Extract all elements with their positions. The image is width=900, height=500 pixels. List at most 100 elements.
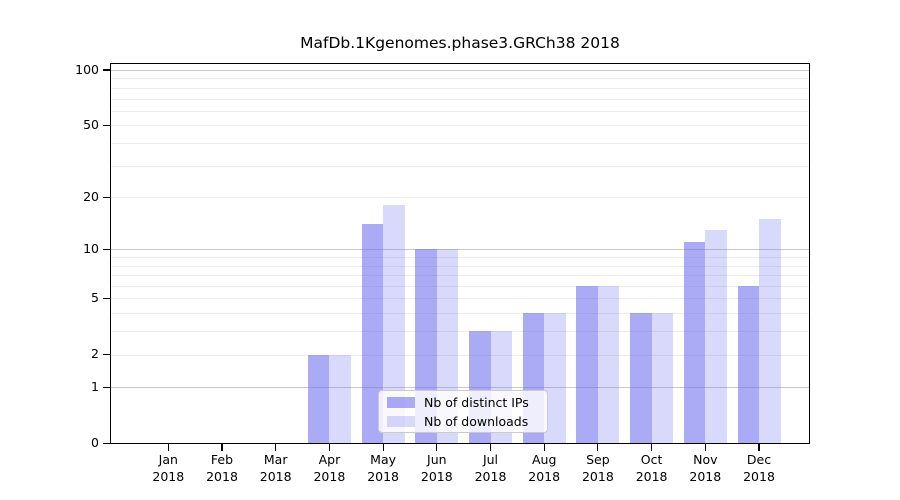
x-tick-label-year: 2018 [474, 468, 507, 484]
x-tick-mark [221, 443, 223, 451]
x-tick-label: Oct 2018 [622, 452, 682, 485]
legend-label-distinct-ips: Nb of distinct IPs [424, 394, 529, 410]
x-tick-label-year: 2018 [743, 468, 775, 484]
x-tick-label: Nov 2018 [675, 452, 735, 485]
bar-oct-downloads [651, 313, 674, 444]
legend-swatch-downloads [387, 415, 415, 427]
x-tick-label-month: May [370, 452, 397, 467]
x-tick-label: Jun 2018 [407, 452, 467, 485]
chart-title: MafDb.1Kgenomes.phase3.GRCh38 2018 [300, 34, 620, 52]
gridline-minor [110, 98, 810, 100]
bar-apr-downloads [329, 354, 351, 444]
x-tick-label-month: Feb [210, 452, 234, 467]
gridline-minor [110, 257, 810, 259]
x-tick-label-year: 2018 [689, 468, 722, 484]
y-tick-mark [103, 248, 110, 251]
x-tick-mark [167, 443, 169, 451]
gridline-minor [110, 298, 810, 300]
bar-dec-distinct-ips [737, 286, 759, 444]
y-tick-label: 100 [75, 61, 99, 77]
x-tick-label: Dec 2018 [729, 452, 789, 485]
x-tick-label-year: 2018 [259, 468, 292, 484]
y-tick-mark [103, 386, 110, 388]
x-tick-mark [651, 443, 653, 451]
x-tick-label-month: Jan [158, 452, 178, 467]
x-tick-label-month: Aug [531, 452, 557, 467]
x-tick-label: Jan 2018 [138, 452, 198, 485]
y-tick-mark [103, 196, 110, 198]
y-tick-label: 1 [91, 378, 99, 394]
legend: Nb of distinct IPs Nb of downloads [378, 390, 548, 433]
x-tick-mark [436, 443, 438, 451]
x-tick-label-year: 2018 [528, 468, 561, 484]
y-tick-mark [103, 353, 110, 356]
gridline-minor [110, 87, 810, 89]
bar-sep-distinct-ips [576, 286, 598, 444]
legend-entry-downloads: Nb of downloads [387, 414, 547, 429]
x-tick-label: Apr 2018 [299, 452, 359, 485]
bar-may-distinct-ips [361, 224, 384, 444]
x-tick-mark [382, 443, 384, 451]
x-tick-label-month: Jun [427, 452, 447, 467]
gridline-major [110, 70, 810, 71]
y-tick-mark [103, 69, 110, 71]
x-tick-mark [758, 443, 760, 451]
x-tick-label: Mar 2018 [246, 452, 306, 485]
x-tick-mark [489, 443, 492, 451]
y-tick-label: 0 [91, 435, 99, 450]
gridline-minor [110, 165, 810, 167]
x-tick-label-month: Nov [693, 452, 718, 467]
gridline-minor [110, 142, 810, 144]
y-tick-mark [103, 297, 110, 300]
gridline-minor [110, 286, 810, 288]
x-tick-mark [543, 443, 545, 451]
bar-may-downloads [383, 205, 405, 444]
bar-aug-downloads [544, 313, 566, 444]
bar-oct-distinct-ips [630, 313, 652, 444]
x-tick-label-year: 2018 [152, 468, 185, 484]
legend-label-downloads: Nb of downloads [424, 413, 529, 429]
x-tick-label: May 2018 [353, 452, 413, 485]
x-tick-label: Feb 2018 [192, 452, 252, 485]
bar-nov-downloads [705, 229, 727, 444]
x-tick-label-month: Apr [318, 452, 341, 467]
x-tick-label-month: Jul [482, 452, 499, 467]
x-tick-label-month: Mar [263, 452, 288, 467]
x-tick-label-year: 2018 [635, 468, 668, 484]
x-tick-label: Jul 2018 [461, 452, 521, 485]
bar-sep-downloads [597, 286, 620, 444]
y-tick-label: 50 [83, 116, 99, 132]
x-tick-label-month: Oct [640, 452, 663, 467]
y-tick-label: 10 [83, 240, 99, 256]
legend-swatch-distinct-ips [387, 396, 415, 408]
gridline-minor [110, 275, 810, 277]
gridline-minor [110, 110, 810, 112]
x-tick-mark [275, 443, 277, 451]
x-tick-mark [597, 443, 599, 451]
x-tick-label: Sep 2018 [568, 452, 628, 485]
x-tick-label-year: 2018 [367, 468, 399, 484]
x-tick-label-month: Sep [586, 452, 610, 467]
gridline-minor [110, 354, 810, 356]
gridline-major [110, 249, 810, 251]
x-tick-mark [328, 443, 330, 451]
gridline-minor [110, 125, 810, 127]
gridline-minor [110, 331, 810, 333]
x-tick-label: Aug 2018 [514, 452, 574, 485]
gridline-minor [110, 78, 810, 80]
y-tick-mark [103, 124, 110, 126]
bar-nov-distinct-ips [683, 242, 706, 444]
y-tick-mark [103, 442, 110, 445]
gridline-minor [110, 313, 810, 315]
y-tick-label: 5 [91, 289, 99, 305]
legend-entry-distinct-ips: Nb of distinct IPs [387, 395, 547, 410]
gridline-minor [110, 197, 810, 199]
x-tick-label-year: 2018 [420, 468, 453, 484]
x-tick-label-month: Dec [746, 452, 772, 467]
bar-dec-downloads [759, 219, 781, 444]
gridline-major [110, 387, 810, 389]
gridline-minor [110, 265, 810, 267]
x-tick-label-year: 2018 [313, 468, 346, 484]
x-tick-label-year: 2018 [581, 468, 614, 484]
